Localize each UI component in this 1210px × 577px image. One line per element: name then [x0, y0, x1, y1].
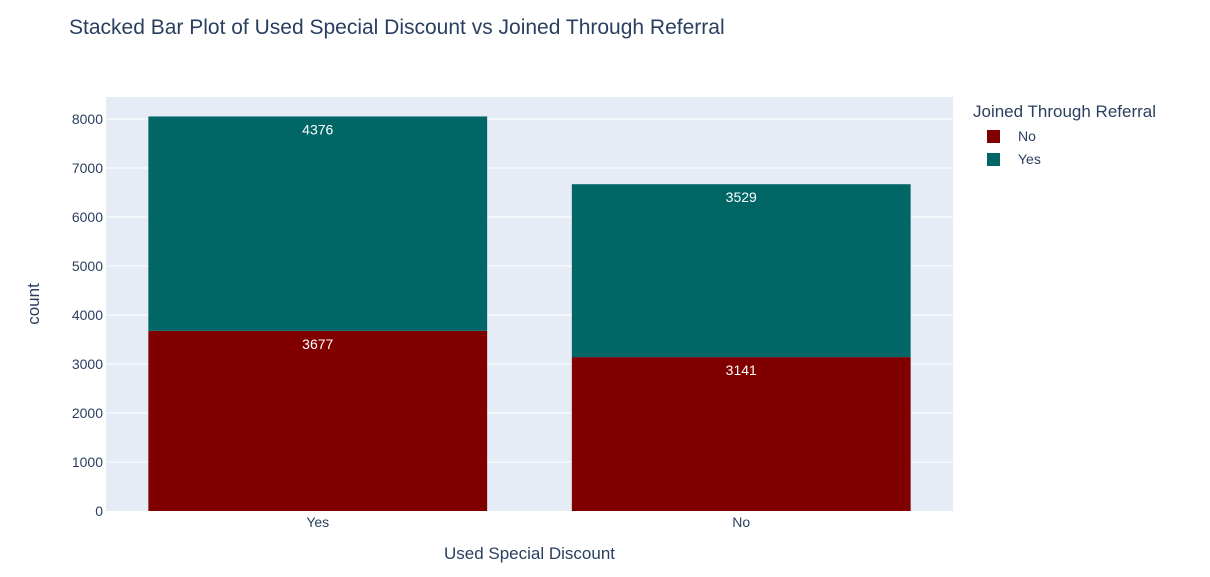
- data-label: 3141: [726, 362, 757, 378]
- x-tick-label: Yes: [306, 514, 329, 530]
- y-tick-label: 6000: [72, 209, 103, 225]
- legend-label-no: No: [1018, 128, 1036, 144]
- x-axis-title: Used Special Discount: [444, 544, 615, 563]
- legend-swatch-yes: [987, 152, 1000, 166]
- legend-item-yes[interactable]: Yes: [973, 150, 1156, 168]
- bar-yes-yes: [148, 116, 488, 331]
- bar-no-yes: [571, 184, 911, 358]
- data-label: 3677: [302, 336, 333, 352]
- y-axis-title: count: [24, 283, 43, 325]
- y-tick-label: 1000: [72, 454, 103, 470]
- bar-no-no: [571, 357, 911, 511]
- legend-swatch-no: [987, 129, 1000, 143]
- y-tick-label: 7000: [72, 160, 103, 176]
- data-label: 4376: [302, 121, 333, 137]
- y-tick-label: 5000: [72, 258, 103, 274]
- legend-label-yes: Yes: [1018, 151, 1041, 167]
- x-tick-label: No: [732, 514, 750, 530]
- legend: Joined Through Referral No Yes: [973, 102, 1156, 168]
- y-tick-label: 2000: [72, 405, 103, 421]
- bar-yes-no: [148, 330, 488, 511]
- legend-item-no[interactable]: No: [973, 127, 1156, 145]
- y-tick-label: 0: [95, 503, 103, 519]
- y-tick-label: 8000: [72, 111, 103, 127]
- y-tick-label: 4000: [72, 307, 103, 323]
- data-label: 3529: [726, 189, 757, 205]
- chart-title: Stacked Bar Plot of Used Special Discoun…: [69, 16, 725, 39]
- legend-title: Joined Through Referral: [973, 102, 1157, 121]
- y-tick-label: 3000: [72, 356, 103, 372]
